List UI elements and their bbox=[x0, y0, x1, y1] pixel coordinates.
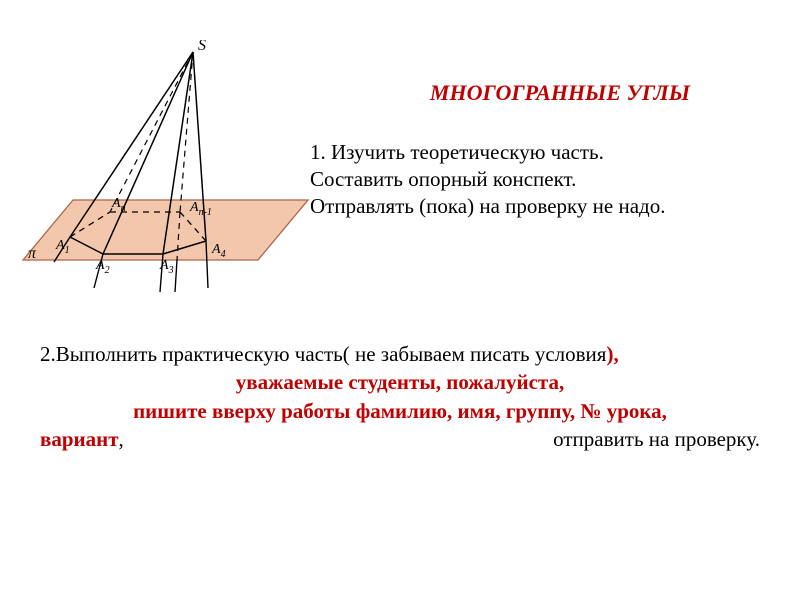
label-apex: S bbox=[198, 40, 206, 54]
block1-line1: 1. Изучить теоретическую часть. bbox=[310, 140, 790, 165]
block2-line4: вариант, отправить на проверку. bbox=[40, 425, 760, 453]
slide: S π A1 A2 A3 A4 An An-1 МНОГОГРАННЫЕ УГЛ… bbox=[0, 0, 800, 600]
block2-line4-comma: , bbox=[119, 427, 124, 451]
block1-line2: Составить опорный конспект. bbox=[310, 167, 790, 192]
block2-line1-red: ), bbox=[606, 342, 618, 366]
block2-line4-variant: вариант bbox=[40, 427, 119, 451]
slide-title: МНОГОГРАННЫЕ УГЛЫ bbox=[330, 80, 790, 106]
block2-line1: 2.Выполнить практическую часть( не забыв… bbox=[40, 340, 760, 368]
block2-line3: пишите вверху работы фамилию, имя, групп… bbox=[40, 397, 760, 425]
ray-extension bbox=[175, 260, 177, 292]
block2-line4-tail: отправить на проверку. bbox=[553, 425, 760, 453]
polyhedral-angle-diagram: S π A1 A2 A3 A4 An An-1 bbox=[18, 40, 318, 310]
instructions-block-1: 1. Изучить теоретическую часть. Составит… bbox=[310, 140, 790, 221]
block2-line2: уважаемые студенты, пожалуйста, bbox=[40, 368, 760, 396]
label-plane: π bbox=[28, 245, 37, 262]
instructions-block-2: 2.Выполнить практическую часть( не забыв… bbox=[40, 340, 760, 453]
block2-line1-black: 2.Выполнить практическую часть( не забыв… bbox=[40, 342, 606, 366]
block1-line3: Отправлять (пока) на проверку не надо. bbox=[310, 194, 790, 219]
